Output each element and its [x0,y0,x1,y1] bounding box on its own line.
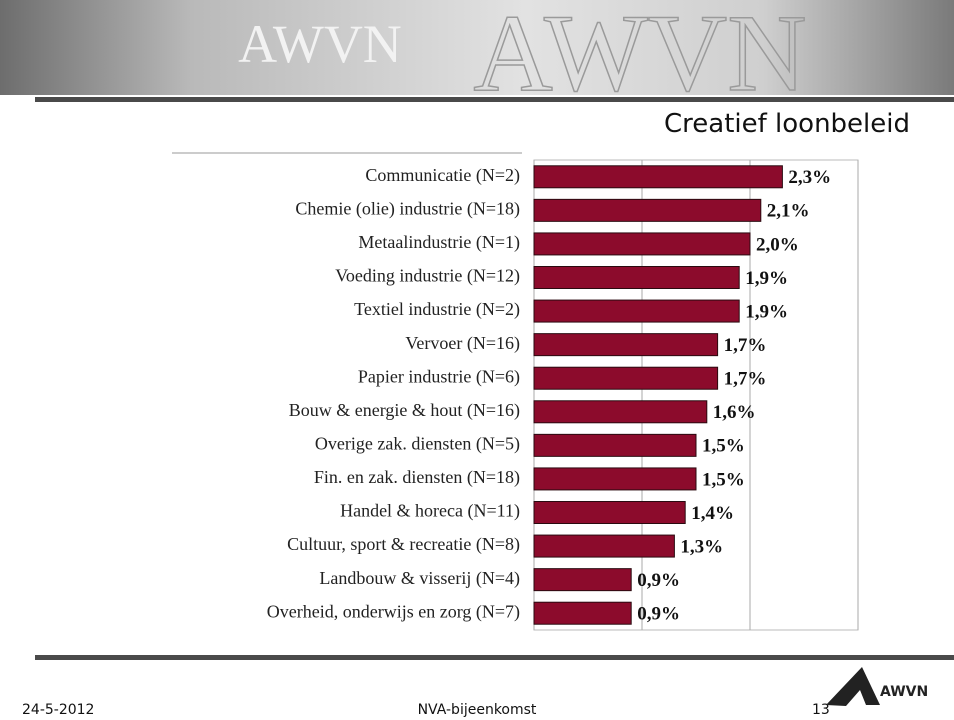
value-label: 2,3% [788,167,831,188]
bar [533,333,719,357]
value-label: 1,6% [713,402,756,423]
footer-logo-mark [826,667,880,706]
category-label: Papier industrie (N=6) [358,366,520,387]
footer-date: 24-5-2012 [22,702,94,718]
category-label: Voeding industrie (N=12) [335,266,520,287]
bar [533,568,632,592]
category-label: Chemie (olie) industrie (N=18) [295,198,520,219]
value-label: 1,5% [702,436,745,457]
bar [533,601,632,625]
category-label: Textiel industrie (N=2) [354,299,520,320]
bar [533,534,675,558]
page-number: 13 [812,702,830,718]
banner-logo: AWVN [238,14,402,74]
footer-logo: AWVN [880,684,928,700]
category-label: Landbouw & visserij (N=4) [319,568,520,589]
bar [533,232,751,256]
bar [533,467,697,491]
value-label: 2,0% [756,234,799,255]
value-label: 0,9% [637,570,680,591]
category-label: Handel & horeca (N=11) [340,501,520,522]
bar [533,299,740,323]
category-label: Metaalindustrie (N=1) [358,232,520,253]
value-label: 1,9% [745,301,788,322]
value-label: 1,7% [724,335,767,356]
value-label: 1,7% [724,369,767,390]
footer-event: NVA-bijeenkomst [418,702,537,718]
chart: Communicatie (N=2) 2,3% Chemie (olie) indu… [267,159,859,631]
category-label: Cultuur, sport & recreatie (N=8) [287,534,520,555]
bar [533,165,783,189]
category-label: Overheid, onderwijs en zorg (N=7) [267,601,520,622]
plot-area [533,159,859,631]
bar [533,433,697,457]
category-label: Fin. en zak. diensten (N=18) [314,467,520,488]
bar [533,501,686,524]
bar [533,266,740,289]
footer-rule [35,655,954,660]
banner-watermark: AWVN [473,0,806,114]
category-label: Bouw & energie & hout (N=16) [289,400,520,421]
bar [533,198,762,222]
value-label: 1,3% [680,536,723,557]
value-label: 2,1% [767,201,810,222]
category-label: Overige zak. diensten (N=5) [315,433,520,454]
category-label: Vervoer (N=16) [405,333,520,354]
slide-title: Creatief loonbeleid [664,109,910,139]
value-label: 1,9% [745,268,788,289]
bar [533,366,719,390]
value-label: 1,5% [702,469,745,490]
header-rule [35,97,954,102]
bar [533,400,708,424]
category-label: Communicatie (N=2) [365,165,520,186]
value-label: 1,4% [691,503,734,524]
banner [0,0,954,95]
value-label: 0,9% [637,604,680,625]
